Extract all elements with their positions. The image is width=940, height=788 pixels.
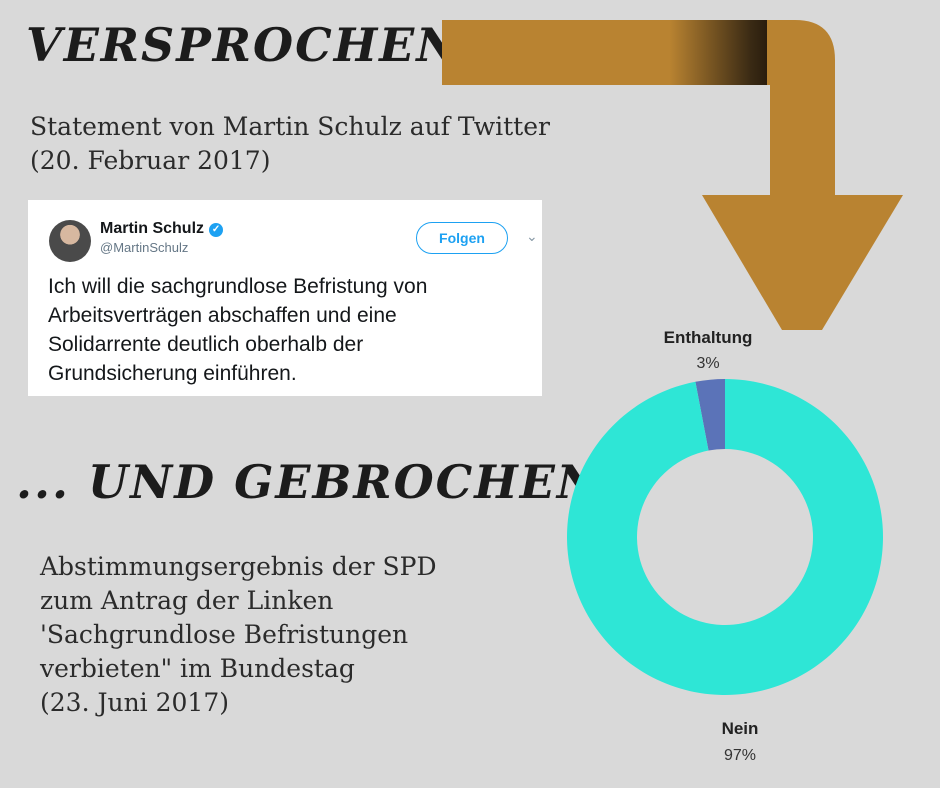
donut-chart: Enthaltung 3% Nein 97% (567, 328, 883, 764)
caption-line: 'Sachgrundlose Befristungen (40, 620, 409, 649)
donut-slice-nein (567, 379, 883, 695)
caption-twitter-statement: Statement von Martin Schulz auf Twitter … (30, 110, 630, 178)
tweet-author-handle[interactable]: @MartinSchulz (100, 240, 189, 255)
slice-label-nein: Nein (722, 719, 759, 738)
slice-label-enthaltung: Enthaltung (664, 328, 753, 347)
headline-gebrochen: ... Und Gebrochen! (16, 455, 624, 509)
tweet-text-line: Ich will die sachgrundlose Befristung vo… (48, 275, 428, 298)
chevron-down-icon[interactable]: ⌄ (526, 228, 538, 244)
caption-line: Statement von Martin Schulz auf Twitter (30, 112, 550, 141)
tweet-card: Martin Schulz ✓ @MartinSchulz Folgen ⌄ Ic… (28, 200, 542, 396)
caption-line: Abstimmungsergebnis der SPD (40, 552, 437, 581)
avatar[interactable] (49, 220, 91, 262)
caption-line: (20. Februar 2017) (30, 146, 271, 175)
author-name-text: Martin Schulz (100, 220, 205, 237)
tweet-author-name[interactable]: Martin Schulz ✓ (100, 220, 224, 238)
caption-line: zum Antrag der Linken (40, 586, 334, 615)
slice-value-nein: 97% (724, 747, 756, 764)
slice-value-enthaltung: 3% (696, 355, 719, 372)
tweet-text: Ich will die sachgrundlose Befristung vo… (48, 272, 528, 388)
tweet-text-line: Grundsicherung einführen. (48, 362, 297, 385)
caption-vote-result: Abstimmungsergebnis der SPD zum Antrag d… (40, 550, 500, 720)
tweet-text-line: Solidarrente deutlich oberhalb der (48, 333, 364, 356)
tweet-text-line: Arbeitsverträgen abschaffen und eine (48, 304, 397, 327)
caption-line: verbieten" im Bundestag (40, 654, 355, 683)
donut-slice-enthaltung (695, 379, 725, 451)
caption-line: (23. Juni 2017) (40, 688, 230, 717)
follow-button[interactable]: Folgen (416, 222, 508, 254)
curved-arrow-icon (442, 20, 903, 330)
verified-badge-icon: ✓ (209, 223, 224, 237)
